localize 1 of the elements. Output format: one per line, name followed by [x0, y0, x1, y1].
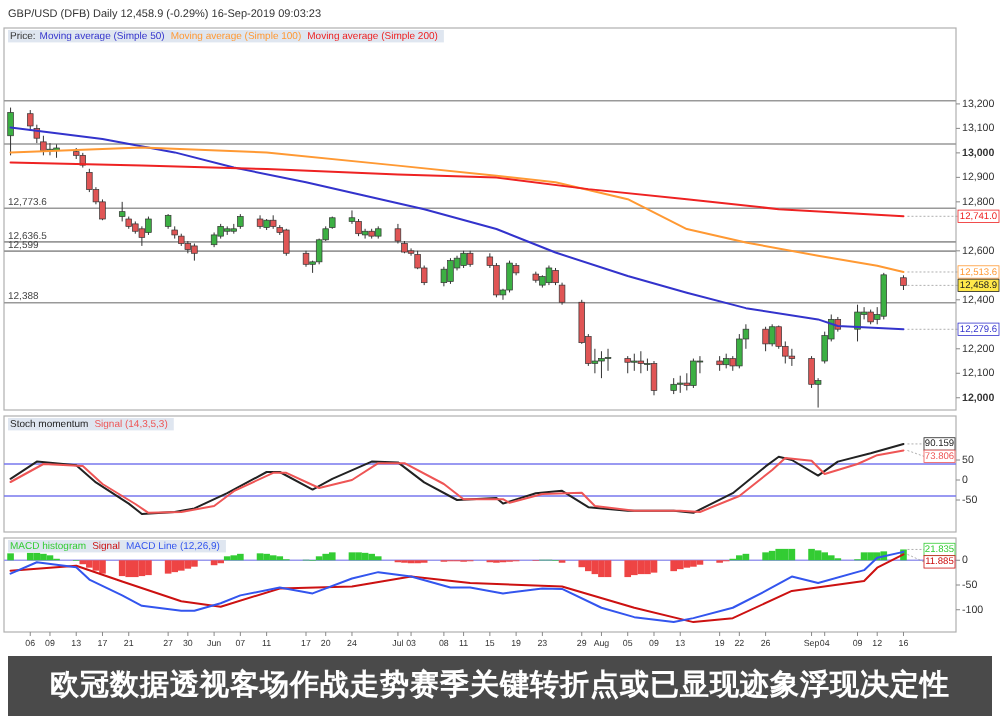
- text: 欧冠数据透视客场作战走势赛季关键转折点或已显现迹象浮现决定性: [50, 665, 950, 702]
